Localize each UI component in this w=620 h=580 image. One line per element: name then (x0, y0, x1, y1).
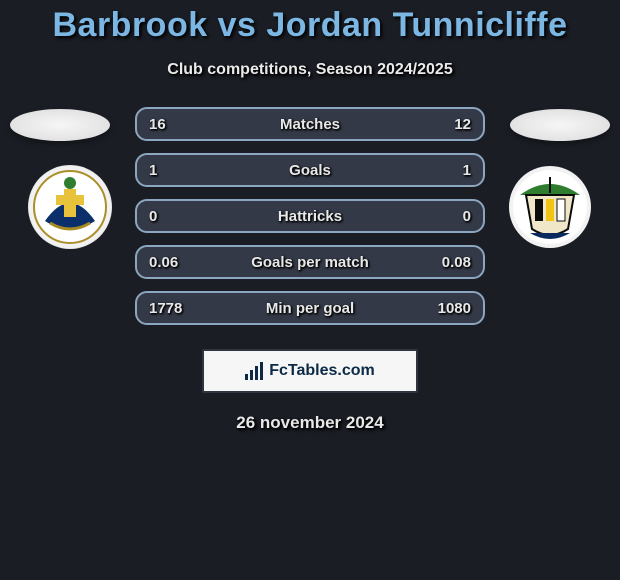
page-title: Barbrook vs Jordan Tunnicliffe (52, 6, 567, 45)
stat-right-value: 0 (425, 208, 471, 225)
club-badge-left (28, 165, 112, 249)
stat-right-value: 1080 (425, 300, 471, 317)
stat-left-value: 1 (149, 162, 195, 179)
stat-left-value: 0.06 (149, 254, 195, 271)
stat-row-goals: 1 Goals 1 (135, 153, 485, 187)
stat-left-value: 1778 (149, 300, 195, 317)
stat-row-hattricks: 0 Hattricks 0 (135, 199, 485, 233)
sutton-crest-icon (28, 165, 112, 249)
stat-right-value: 1 (425, 162, 471, 179)
stat-right-value: 0.08 (425, 254, 471, 271)
player-right-avatar-placeholder (510, 109, 610, 141)
stat-right-value: 12 (425, 116, 471, 133)
stat-left-value: 16 (149, 116, 195, 133)
stat-row-goals-per-match: 0.06 Goals per match 0.08 (135, 245, 485, 279)
brand-text: FcTables.com (269, 362, 375, 380)
bars-icon (245, 362, 263, 380)
stat-left-value: 0 (149, 208, 195, 225)
page-subtitle: Club competitions, Season 2024/2025 (167, 61, 452, 79)
brand-link[interactable]: FcTables.com (202, 349, 418, 393)
date-text: 26 november 2024 (236, 413, 383, 433)
player-left-avatar-placeholder (10, 109, 110, 141)
solihull-crest-icon (508, 165, 592, 249)
stat-row-min-per-goal: 1778 Min per goal 1080 (135, 291, 485, 325)
club-badge-right (508, 165, 592, 249)
comparison-arena: 16 Matches 12 1 Goals 1 0 Hattricks 0 0.… (0, 107, 620, 325)
comparison-card: Barbrook vs Jordan Tunnicliffe Club comp… (0, 0, 620, 580)
stat-row-matches: 16 Matches 12 (135, 107, 485, 141)
